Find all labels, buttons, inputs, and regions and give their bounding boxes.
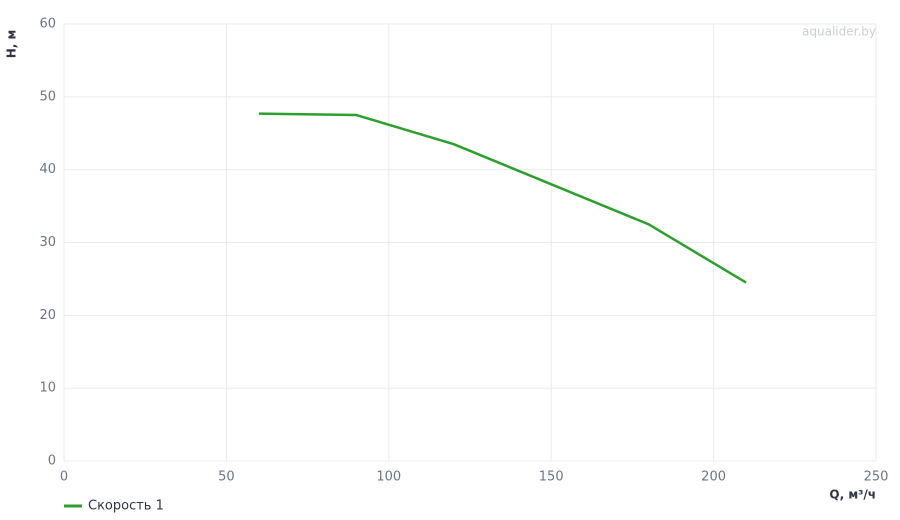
watermark: aqualider.by: [802, 25, 876, 39]
y-tick-label: 20: [39, 308, 56, 323]
x-tick-label: 200: [701, 470, 726, 485]
y-tick-label: 10: [39, 381, 56, 396]
y-tick-label: 30: [39, 235, 56, 250]
series-line: [258, 112, 747, 284]
y-tick-label: 0: [48, 454, 56, 469]
x-tick-label: 150: [539, 470, 564, 485]
x-tick-label: 0: [60, 470, 68, 485]
x-axis-label: Q, м³/ч: [829, 488, 876, 502]
y-tick-label: 50: [39, 89, 56, 104]
y-tick-label: 60: [39, 17, 56, 32]
x-tick-label: 250: [864, 470, 889, 485]
legend-label: Скорость 1: [88, 499, 164, 514]
y-axis-label: H, м: [5, 30, 19, 59]
y-tick-label: 40: [39, 162, 56, 177]
x-tick-label: 50: [218, 470, 235, 485]
x-tick-label: 100: [376, 470, 401, 485]
